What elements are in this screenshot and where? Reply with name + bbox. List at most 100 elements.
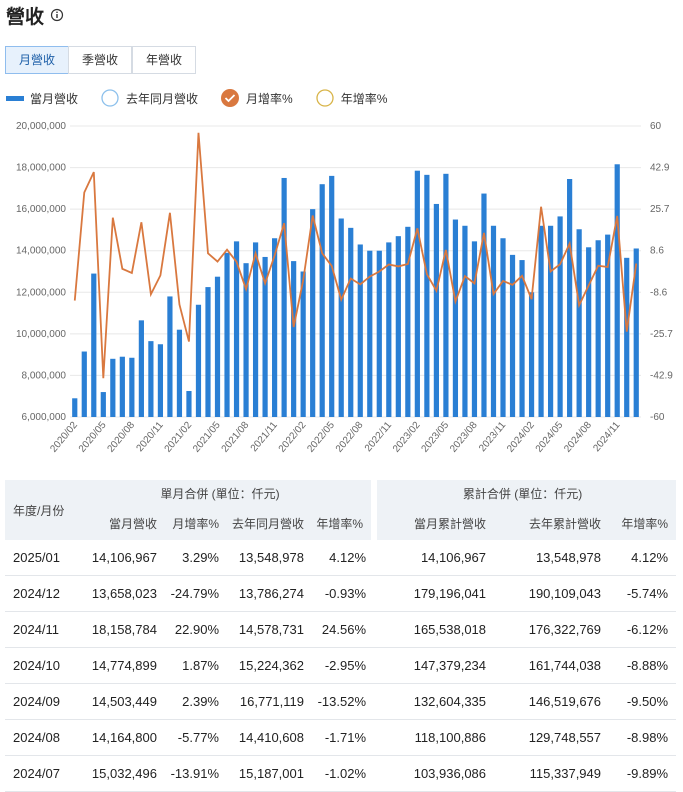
y-tick-label: 18,000,000 bbox=[16, 163, 66, 174]
x-tick-label: 2021/11 bbox=[249, 420, 280, 455]
header-row: 年度/月份 單月合併 (單位：仟元) 累計合併 (單位：仟元) bbox=[5, 480, 677, 540]
table-cell: 16,771,119 bbox=[227, 683, 312, 720]
bar bbox=[252, 242, 259, 417]
x-tick-label: 2022/08 bbox=[334, 420, 366, 455]
column-header: 年增率% bbox=[609, 506, 677, 540]
legend-item[interactable]: 當月營收 bbox=[6, 88, 78, 108]
bar bbox=[167, 296, 173, 417]
table-cell: 2.39% bbox=[165, 683, 227, 720]
bar bbox=[509, 254, 516, 417]
legend-item[interactable]: 年增率% bbox=[315, 88, 388, 108]
legend-item[interactable]: 去年同月營收 bbox=[100, 88, 198, 108]
legend-swatch bbox=[221, 89, 240, 107]
table-cell: -13.52% bbox=[312, 683, 375, 720]
table-cell: 2024/10 bbox=[5, 647, 77, 684]
bar bbox=[281, 177, 287, 417]
x-tick-label: 2024/05 bbox=[534, 420, 566, 455]
bar bbox=[519, 260, 525, 417]
table-cell: 4.12% bbox=[312, 540, 375, 576]
table-row: 2024/08 14,164,800 -5.77% 14,410,608 -1.71% 1… bbox=[5, 719, 677, 756]
bar bbox=[138, 320, 144, 417]
table-row: 2024/07 15,032,496 -13.91% 15,187,001 -1.02%… bbox=[5, 755, 677, 792]
table-cell: -8.98% bbox=[609, 719, 677, 756]
table-cell: 190,109,043 bbox=[494, 575, 610, 612]
table-cell: 165,538,018 bbox=[374, 611, 495, 648]
column-header: 年增率% bbox=[312, 506, 375, 540]
bar bbox=[538, 225, 544, 417]
y-tick-label: 6,000,000 bbox=[22, 412, 67, 423]
bar bbox=[81, 351, 87, 417]
table-cell: 14,774,899 bbox=[77, 647, 165, 684]
header-row: 當月營收 月增率% 去年同月營收 年增率% 當月累計營收 去年累計營收 年增率% bbox=[5, 506, 677, 540]
bar bbox=[376, 250, 382, 417]
column-header: 年度/月份 bbox=[5, 480, 77, 540]
legend-swatch bbox=[6, 96, 24, 101]
bar bbox=[567, 179, 573, 417]
table-cell: -6.12% bbox=[609, 611, 677, 648]
legend-swatch bbox=[101, 89, 119, 107]
y2-tick-label: 60 bbox=[650, 121, 662, 132]
x-tick-label: 2023/08 bbox=[448, 420, 480, 455]
bar bbox=[119, 356, 125, 417]
y-tick-label: 16,000,000 bbox=[16, 204, 66, 215]
table-cell: 129,748,557 bbox=[494, 719, 610, 756]
bar bbox=[624, 257, 630, 417]
info-icon[interactable] bbox=[50, 8, 64, 22]
y-tick-label: 20,000,000 bbox=[16, 121, 66, 132]
x-tick-label: 2024/08 bbox=[562, 420, 594, 455]
table-cell: -9.50% bbox=[609, 683, 677, 720]
bar bbox=[462, 225, 468, 417]
table-cell: 2024/09 bbox=[5, 683, 77, 720]
table-cell: 147,379,234 bbox=[374, 647, 495, 684]
table-cell: 2024/11 bbox=[5, 611, 77, 648]
bar bbox=[148, 341, 154, 417]
legend-label: 年增率% bbox=[340, 91, 388, 106]
line bbox=[73, 132, 638, 379]
bar bbox=[443, 173, 449, 417]
x-tick-label: 2020/05 bbox=[77, 420, 109, 455]
table-cell: -5.77% bbox=[165, 719, 227, 756]
x-tick-label: 2023/05 bbox=[420, 420, 452, 455]
table-cell: -1.71% bbox=[312, 719, 375, 756]
table-cell: 115,337,949 bbox=[494, 755, 610, 792]
y2-tick-label: 8.6 bbox=[650, 246, 664, 257]
x-tick-label: 2024/02 bbox=[505, 420, 537, 455]
table-cell: 13,786,274 bbox=[227, 575, 312, 612]
x-tick-label: 2021/02 bbox=[163, 420, 195, 455]
tab[interactable]: 年營收 bbox=[132, 46, 196, 74]
table-cell: 3.29% bbox=[165, 540, 227, 576]
table-cell: 2024/12 bbox=[5, 575, 77, 612]
table-cell: 179,196,041 bbox=[374, 575, 495, 612]
x-tick-label: 2022/11 bbox=[363, 420, 394, 455]
bar bbox=[348, 227, 354, 417]
bar bbox=[319, 184, 325, 417]
tab[interactable]: 月營收 bbox=[5, 46, 69, 74]
bar bbox=[329, 175, 335, 417]
bar bbox=[291, 261, 297, 417]
table-cell: -5.74% bbox=[609, 575, 677, 612]
legend-label: 去年同月營收 bbox=[126, 91, 199, 106]
bar bbox=[586, 247, 592, 417]
bar bbox=[100, 392, 106, 417]
bar bbox=[605, 234, 611, 417]
group-header: 單月合併 (單位：仟元) bbox=[77, 480, 375, 506]
table-cell: 13,548,978 bbox=[494, 540, 610, 576]
table-cell: 14,106,967 bbox=[77, 540, 165, 576]
bar bbox=[129, 357, 135, 417]
table-cell: 14,410,608 bbox=[227, 719, 312, 756]
x-tick-label: 2022/02 bbox=[277, 420, 309, 455]
bar bbox=[233, 241, 240, 417]
bar bbox=[205, 287, 211, 417]
bar bbox=[633, 248, 639, 417]
bar bbox=[300, 271, 306, 417]
legend-item[interactable]: 月增率% bbox=[220, 88, 293, 108]
table-row: 2024/11 18,158,784 22.90% 14,578,731 24.56% 1… bbox=[5, 611, 677, 648]
table-cell: 4.12% bbox=[609, 540, 677, 576]
x-tick-label: 2023/02 bbox=[391, 420, 423, 455]
tab[interactable]: 季營收 bbox=[68, 46, 132, 74]
bar bbox=[386, 242, 392, 417]
legend-swatch bbox=[316, 89, 334, 107]
y-tick-label: 12,000,000 bbox=[16, 287, 66, 298]
bar bbox=[414, 170, 420, 417]
